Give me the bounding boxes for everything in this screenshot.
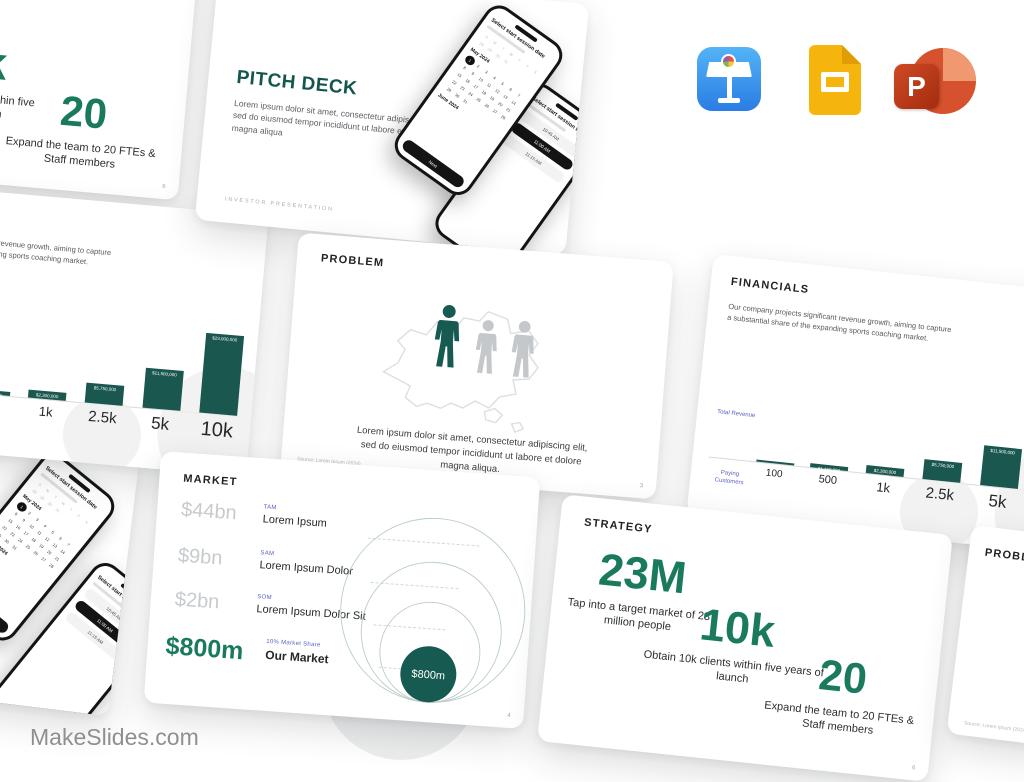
slide-strategy-fragment[interactable]: 10k Obtain 10k clients within five years…	[0, 0, 202, 201]
bar-10k: $23,000,000	[199, 332, 245, 416]
brand-link[interactable]: MakeSlides.com	[30, 724, 199, 750]
bar-1k: $2,300,000	[27, 389, 67, 401]
google-slides-icon[interactable]	[809, 45, 861, 115]
revenue-bar-chart: Total Revenue $1,150,000 $2,300,000 $5,7…	[704, 369, 1024, 557]
slide-market[interactable]: MARKET $44bn TAM Lorem Ipsum $9bn SAM Lo…	[143, 451, 541, 729]
slide-title: PROBLEM	[984, 546, 1024, 567]
market-value: $44bn	[180, 498, 238, 525]
page-number: 3	[639, 483, 644, 490]
slide-title: PROBLEM	[320, 252, 385, 270]
page-number: 6	[161, 183, 166, 191]
market-value-highlight: $800m	[164, 631, 245, 666]
stat-team: 20 Expand the team to 20 FTEs & Staff me…	[0, 85, 169, 177]
market-label: Our Market	[264, 647, 329, 667]
bar-5k: $11,500,000	[980, 445, 1023, 489]
slides-frame-glyph	[821, 72, 849, 92]
slide-intro: Our company projects significant revenue…	[726, 301, 952, 343]
person-icon-gray	[508, 320, 537, 380]
page-number: 6	[911, 765, 916, 772]
region-map-outline	[382, 311, 539, 433]
x-tick: 1k	[875, 479, 891, 496]
slide-cover[interactable]: PITCH DECK Lorem ipsum dolor sit amet, c…	[194, 0, 590, 256]
stat-value: 23M	[596, 543, 689, 604]
x-tick: 500	[818, 473, 838, 487]
cover-title: PITCH DECK	[235, 66, 359, 100]
bubble-label: $800m	[411, 668, 445, 682]
slide-problem[interactable]: PROBLEM Lorem ipsum dolor sit amet, cons…	[280, 232, 674, 500]
x-tick: 5k	[987, 491, 1008, 512]
market-value: $2bn	[174, 588, 221, 614]
market-label: Lorem Ipsum	[262, 513, 328, 530]
bar-2.5k: $5,750,000	[922, 459, 963, 483]
keynote-pie-chart	[721, 54, 736, 69]
keynote-stand-base	[718, 98, 740, 103]
next-button[interactable]: Next	[400, 137, 467, 190]
revenue-bar-chart: Total Revenue $1,150,000 $2,300,000 $5,7…	[0, 296, 269, 477]
keynote-icon[interactable]	[697, 47, 761, 111]
slide-strategy[interactable]: STRATEGY 23M Tap into a target market of…	[537, 494, 953, 782]
bar-2.5k: $5,750,000	[84, 382, 125, 406]
x-tick: 5k	[150, 413, 170, 434]
x-axis-label: Paying Customers	[714, 469, 744, 487]
stat-value: 10k	[0, 31, 10, 90]
powerpoint-p-badge: P	[894, 64, 939, 109]
x-tick: 100	[765, 467, 783, 481]
slide-title: FINANCIALS	[730, 275, 810, 297]
market-row-tam: $44bn TAM Lorem Ipsum	[180, 499, 327, 532]
person-icon-highlight	[431, 304, 464, 370]
slide-financials-left[interactable]: FINANCIALS Our company projects signific…	[0, 181, 269, 477]
stat-caption: Expand the team to 20 FTEs & Staff membe…	[5, 135, 157, 171]
slide-title: STRATEGY	[583, 516, 654, 536]
folded-corner-shadow	[842, 45, 861, 64]
x-tick: 2.5k	[87, 407, 118, 428]
next-button[interactable]: Next	[0, 580, 11, 636]
x-tick: 1k	[38, 403, 54, 420]
keynote-podium-screen	[706, 62, 752, 77]
x-tick: 10k	[199, 417, 234, 443]
x-tick: 500	[0, 398, 10, 413]
plot-area: $1,150,000 $2,300,000 $5,750,000 $11,500…	[0, 296, 247, 416]
person-icon-gray	[472, 319, 500, 376]
stat-value: 20	[816, 651, 870, 704]
phone-notch	[120, 582, 140, 603]
slide-problem-fragment[interactable]: PROBLEM Source: Lorem Ipsum (2024)	[946, 524, 1024, 780]
keynote-stand-pole	[726, 77, 732, 99]
bar-5k: $11,500,000	[142, 367, 184, 411]
bar-500: $1,150,000	[810, 463, 849, 473]
stat-value: 20	[58, 86, 110, 138]
slide-intro: Our company projects significant revenue…	[0, 229, 112, 266]
bar-500: $1,150,000	[0, 388, 11, 398]
page-number: 4	[507, 712, 511, 720]
source-note: Source: Lorem Ipsum (2024)	[963, 720, 1024, 735]
slide-title: MARKET	[182, 472, 238, 489]
tam-sam-som-circles: $800m	[340, 517, 526, 703]
slide-financials[interactable]: FINANCIALS Our company projects signific…	[686, 253, 1024, 557]
market-row-our-market: $800m 10% Market Share Our Market	[165, 632, 330, 672]
stat-team: 20 Expand the team to 20 FTEs & Staff me…	[755, 648, 927, 743]
powerpoint-pie-quarter	[943, 48, 976, 81]
powerpoint-icon[interactable]: P	[894, 44, 976, 120]
cover-footer: INVESTOR PRESENTATION	[224, 196, 334, 213]
market-value: $9bn	[177, 544, 224, 570]
